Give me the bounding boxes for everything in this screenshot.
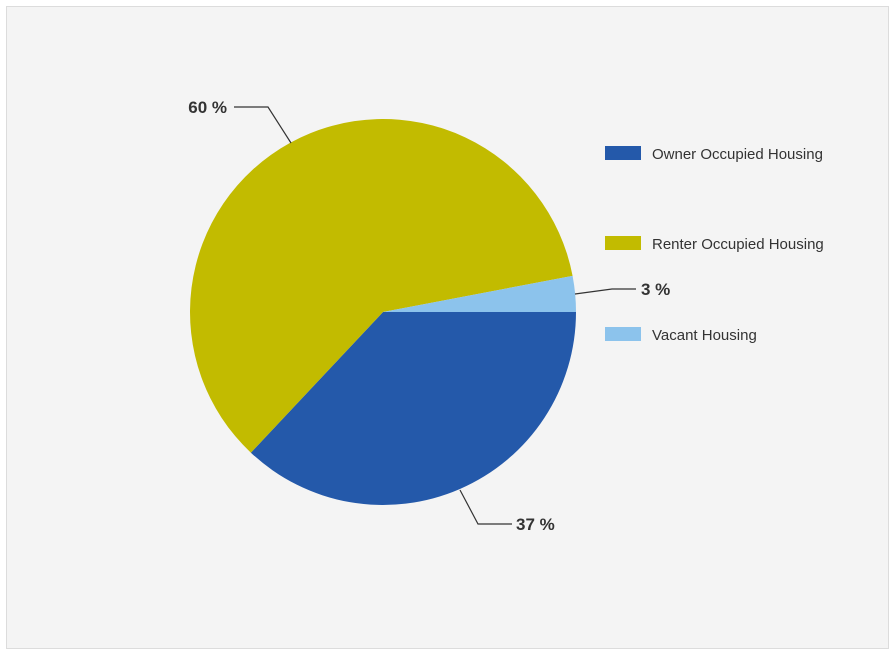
legend-swatch-vacant <box>605 327 641 341</box>
pie-slice-renter <box>189 118 573 453</box>
pie-slice-owner <box>250 312 576 505</box>
pie-slice-vacant <box>383 275 576 312</box>
legend-label-vacant: Vacant Housing <box>652 327 757 344</box>
legend-swatch-owner <box>605 146 641 160</box>
data-label-vacant: 3 % <box>641 280 670 299</box>
legend-label-owner: Owner Occupied Housing <box>652 146 823 163</box>
legend-label-renter: Renter Occupied Housing <box>652 236 824 253</box>
pie-slices <box>189 118 576 505</box>
leader-line-vacant <box>574 288 636 295</box>
data-label-owner: 37 % <box>516 515 555 534</box>
data-label-renter: 60 % <box>188 98 227 117</box>
legend: Owner Occupied Housing Renter Occupied H… <box>605 146 824 344</box>
legend-swatch-renter <box>605 236 641 250</box>
leader-line-owner <box>459 489 512 525</box>
leader-line-renter <box>234 106 292 144</box>
